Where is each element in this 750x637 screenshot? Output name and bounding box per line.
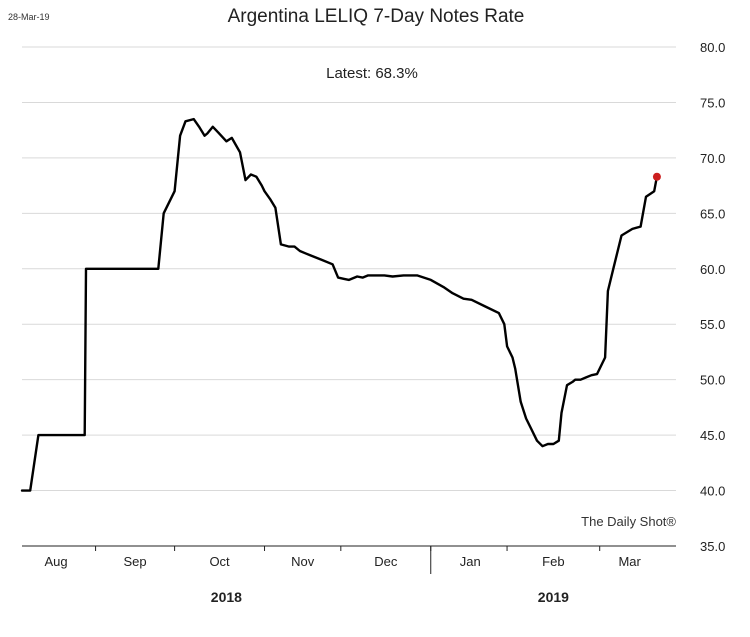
x-tick-label: Aug <box>44 554 67 569</box>
y-tick-label: 40.0 <box>700 484 725 499</box>
y-tick-label: 80.0 <box>700 40 725 55</box>
x-tick-label: Dec <box>374 554 398 569</box>
y-tick-label: 75.0 <box>700 95 725 110</box>
series-line-leliq <box>20 117 659 492</box>
x-tick-label: Oct <box>209 554 230 569</box>
chart-title: Argentina LELIQ 7-Day Notes Rate <box>228 6 525 27</box>
year-label: 2019 <box>538 589 569 605</box>
x-tick-label: Sep <box>124 554 147 569</box>
x-axis: Aug Sep Oct Nov Dec Jan Feb Mar 2018 2019 <box>22 545 676 605</box>
y-tick-label: 60.0 <box>700 262 725 277</box>
x-tick-label: Nov <box>291 554 315 569</box>
x-tick-label: Feb <box>542 554 564 569</box>
date-stamp: 28-Mar-19 <box>8 12 50 22</box>
x-tick-label: Mar <box>618 554 641 569</box>
y-axis-ticks: 80.0 75.0 70.0 65.0 60.0 55.0 50.0 45.0 40.0 35.0 <box>700 40 725 554</box>
latest-annotation: Latest: 68.3% <box>326 65 418 82</box>
year-label: 2018 <box>211 589 242 605</box>
y-tick-label: 35.0 <box>700 539 725 554</box>
y-tick-label: 50.0 <box>700 373 725 388</box>
y-tick-label: 55.0 <box>700 317 725 332</box>
y-tick-label: 65.0 <box>700 206 725 221</box>
y-tick-label: 70.0 <box>700 151 725 166</box>
y-tick-label: 45.0 <box>700 428 725 443</box>
latest-point-marker <box>652 172 661 181</box>
source-label: The Daily Shot® <box>581 514 676 529</box>
x-tick-label: Jan <box>460 554 481 569</box>
